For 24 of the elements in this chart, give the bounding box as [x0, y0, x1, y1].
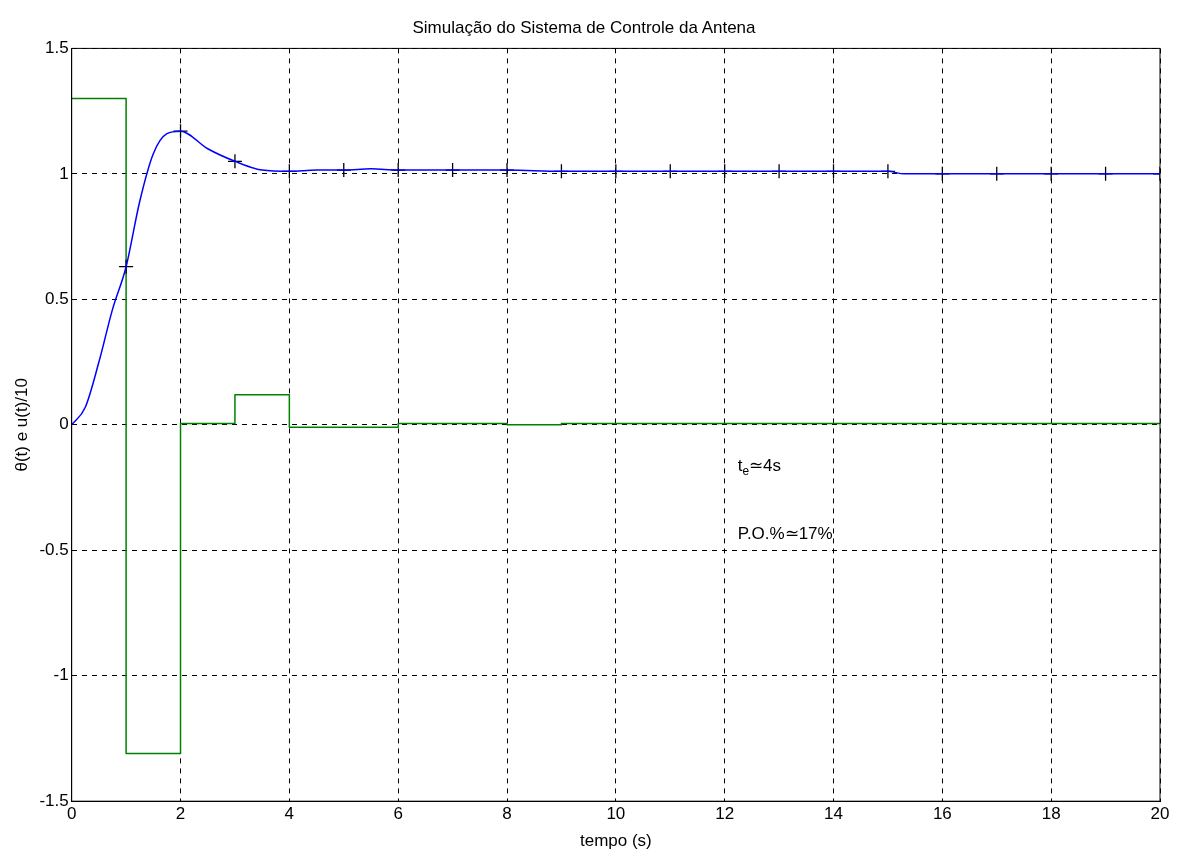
x-tick-label: 10 [606, 804, 626, 824]
y-axis-title: θ(t) e u(t)/10 [11, 378, 31, 472]
x-tick-label: 20 [1150, 804, 1170, 824]
point [118, 259, 134, 275]
x-tick-label: 4 [284, 804, 295, 824]
x-tick-label: 14 [824, 804, 843, 824]
annotation: P.O.%≃17% [737, 523, 833, 543]
y-tick-label: -0.5 [39, 539, 69, 559]
y-tick-label: 0.5 [45, 289, 69, 309]
x-tick-label: 12 [715, 804, 735, 824]
y-tick-label: 0 [59, 414, 69, 434]
y-tick-label: 1.5 [45, 38, 69, 58]
chart-title: Simulação do Sistema de Controle da Antena [412, 17, 757, 37]
line-series [71, 130, 1160, 426]
x-axis-title: tempo (s) [579, 831, 652, 851]
y-tick-label: -1 [53, 665, 69, 685]
x-tick-label: 8 [502, 804, 512, 824]
y-tick-label: -1.5 [39, 790, 69, 810]
x-tick-label: 6 [393, 804, 403, 824]
x-tick-label: 18 [1041, 804, 1061, 824]
y-tick-label: 1 [59, 163, 69, 183]
x-tick-label: 2 [175, 804, 186, 824]
x-tick-label: 16 [932, 804, 952, 824]
point [227, 153, 243, 169]
